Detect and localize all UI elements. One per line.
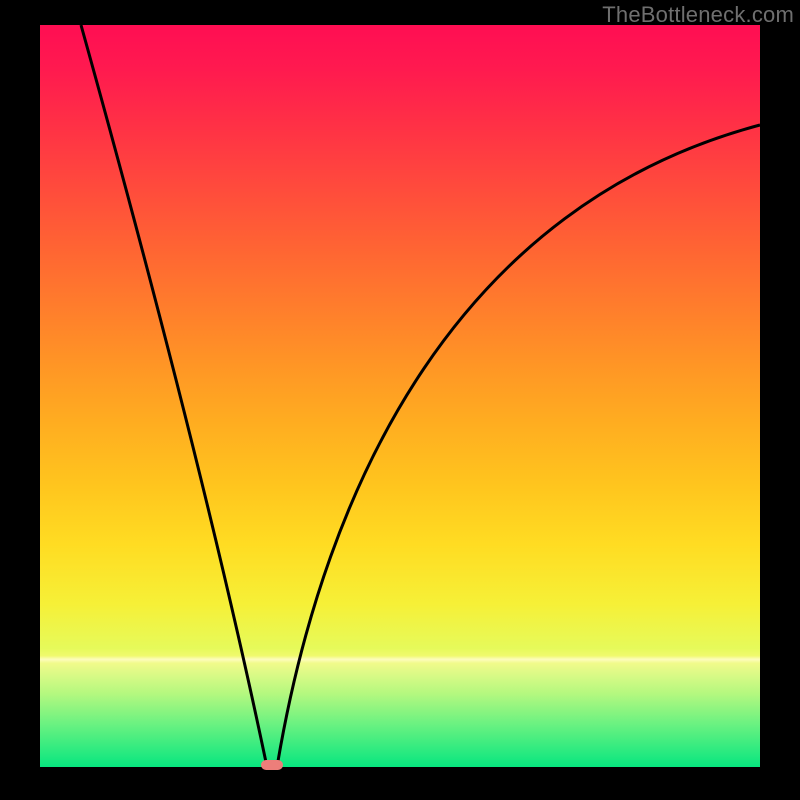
chart-container: TheBottleneck.com xyxy=(0,0,800,800)
curve-left-branch xyxy=(81,25,267,767)
watermark-text: TheBottleneck.com xyxy=(602,2,794,28)
curve-svg xyxy=(40,25,760,767)
minimum-marker xyxy=(261,760,283,770)
plot-area xyxy=(40,25,760,767)
curve-right-branch xyxy=(277,125,760,767)
